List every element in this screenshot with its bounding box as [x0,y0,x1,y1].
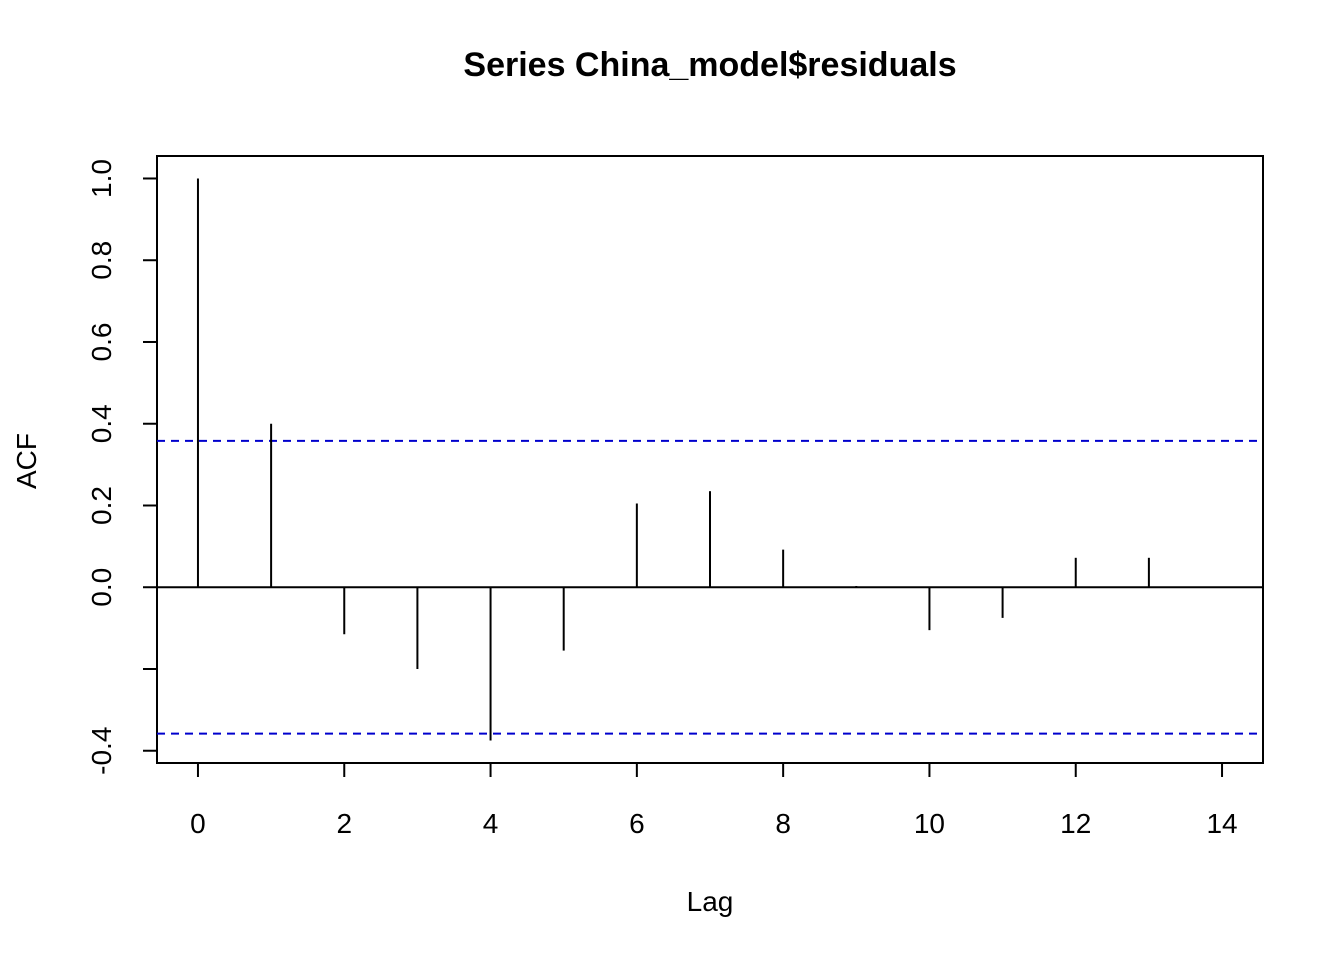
bars-layer [196,178,1150,741]
y-tick-label: 1.0 [86,159,117,198]
x-tick-label: 14 [1206,808,1237,839]
x-tick-label: 4 [483,808,499,839]
x-tick-label: 12 [1060,808,1091,839]
chart-title: Series China_model$residuals [463,46,957,84]
y-tick-label: -0.4 [86,727,117,775]
y-axis-label: ACF [11,433,42,489]
y-tick-label: 0.8 [86,241,117,280]
plot-frame [156,155,1264,764]
y-tick-label: 0.2 [86,486,117,525]
x-tick-label: 0 [190,808,206,839]
y-tick-label: 0.0 [86,568,117,607]
x-tick-label: 10 [914,808,945,839]
y-tick-label: 0.6 [86,323,117,362]
x-tick-label: 6 [629,808,645,839]
y-tick-label: 0.4 [86,404,117,443]
x-tick-label: 2 [336,808,352,839]
x-tick-label: 8 [775,808,791,839]
x-axis-label: Lag [687,886,734,917]
axes-layer: 0 2 4 6 8 10 12 14 -0.4 0.0 0.2 0.4 0.6 0.8 1.0 [86,159,1238,839]
